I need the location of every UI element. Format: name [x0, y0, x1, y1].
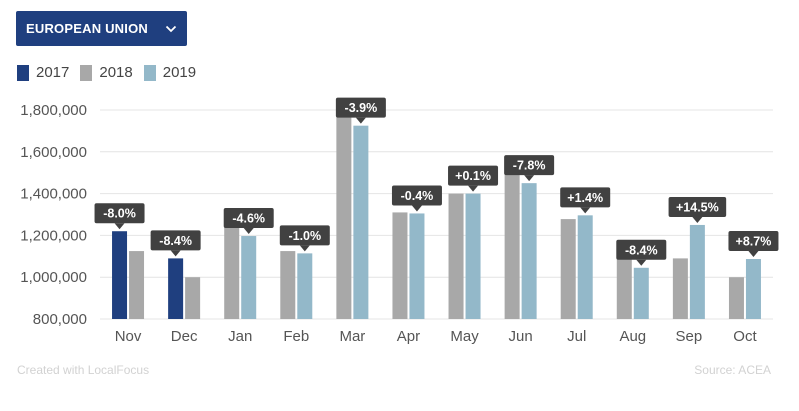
y-tick-label: 1,800,000	[20, 102, 87, 119]
change-label-box	[150, 230, 201, 251]
bar-2019-jan[interactable]	[241, 236, 257, 319]
x-tick-label: Apr	[397, 328, 420, 345]
change-label: +8.7%	[736, 235, 772, 249]
bar-2018-jan[interactable]	[224, 223, 240, 319]
change-label-pointer	[580, 207, 591, 214]
region-dropdown[interactable]: EUROPEAN UNION	[16, 11, 187, 46]
change-label-box	[448, 165, 499, 186]
change-label-box	[504, 155, 555, 176]
x-tick-label: Nov	[115, 328, 142, 345]
change-label-box	[335, 97, 386, 118]
bar-2018-may[interactable]	[448, 193, 464, 319]
change-label-box	[279, 225, 330, 246]
legend-swatch-2018	[80, 64, 93, 81]
bar-2018-aug[interactable]	[616, 247, 632, 319]
bar-2019-sep[interactable]	[689, 224, 705, 319]
x-tick-label: Feb	[283, 328, 309, 345]
change-label: -3.9%	[345, 101, 378, 115]
change-label: -1.0%	[288, 229, 321, 243]
legend-item-2019[interactable]: 2019	[143, 64, 197, 81]
change-label: -8.4%	[159, 234, 192, 248]
change-label: +0.1%	[455, 169, 491, 183]
legend-label-2017: 2017	[36, 64, 70, 81]
change-label: -8.0%	[103, 207, 136, 221]
x-tick-label: Dec	[171, 328, 198, 345]
bar-2018-nov[interactable]	[129, 251, 145, 319]
x-tick-label: Mar	[339, 328, 365, 345]
change-label-pointer	[299, 245, 310, 252]
change-label-box	[668, 196, 727, 217]
x-tick-label: Jul	[567, 328, 586, 345]
bar-2018-sep[interactable]	[672, 258, 688, 319]
change-label-pointer	[243, 228, 254, 235]
change-label: -7.8%	[513, 159, 546, 173]
bar-2019-feb[interactable]	[297, 253, 313, 319]
legend-swatch-2019	[143, 64, 156, 81]
change-label-pointer	[411, 205, 422, 212]
change-label-pointer	[692, 216, 703, 223]
change-label: +1.4%	[567, 191, 603, 205]
footer-credit[interactable]: Created with LocalFocus	[17, 363, 150, 377]
legend-label-2018: 2018	[99, 64, 133, 81]
change-label-pointer	[170, 250, 181, 257]
change-label-box	[616, 239, 667, 260]
bar-2019-jun[interactable]	[521, 183, 537, 319]
y-tick-label: 800,000	[33, 311, 87, 328]
change-label-box	[223, 208, 274, 229]
x-tick-label: Jun	[509, 328, 533, 345]
bar-2018-oct[interactable]	[728, 277, 744, 319]
bar-2017-dec[interactable]	[168, 258, 184, 319]
y-tick-label: 1,600,000	[20, 144, 87, 161]
bar-2018-jul[interactable]	[560, 219, 576, 319]
change-label-box	[560, 187, 611, 208]
x-tick-label: Oct	[733, 328, 757, 345]
y-tick-label: 1,400,000	[20, 186, 87, 203]
legend-item-2017[interactable]: 2017	[17, 64, 69, 81]
change-label-pointer	[636, 259, 647, 266]
change-label-box	[94, 203, 145, 224]
legend-label-2019: 2019	[162, 64, 197, 81]
x-tick-label: Aug	[619, 328, 646, 345]
bar-2018-jun[interactable]	[504, 158, 520, 319]
bar-2018-feb[interactable]	[280, 251, 296, 319]
legend-item-2018[interactable]: 2018	[80, 64, 133, 81]
x-tick-label: Jan	[228, 328, 252, 345]
change-label-pointer	[748, 251, 759, 258]
change-label-pointer	[114, 223, 125, 230]
chevron-down-icon	[165, 25, 177, 32]
change-label-pointer	[355, 117, 366, 124]
bar-2019-may[interactable]	[465, 193, 481, 319]
bar-2019-mar[interactable]	[353, 125, 369, 319]
bar-2019-oct[interactable]	[745, 259, 761, 319]
bar-2019-aug[interactable]	[633, 267, 649, 319]
change-label-box	[391, 185, 442, 206]
change-label-box	[728, 231, 779, 252]
change-label: +14.5%	[676, 200, 719, 214]
bar-2019-jul[interactable]	[577, 215, 593, 319]
chart-legend: 2017 2018 2019	[17, 64, 207, 81]
y-tick-label: 1,200,000	[20, 227, 87, 244]
bar-2018-apr[interactable]	[392, 212, 408, 319]
y-tick-label: 1,000,000	[20, 269, 87, 286]
bar-2019-apr[interactable]	[409, 213, 425, 319]
bar-2018-dec[interactable]	[185, 277, 201, 319]
legend-swatch-2017	[17, 64, 29, 81]
change-label: -0.4%	[401, 189, 434, 203]
change-label: -4.6%	[232, 212, 265, 226]
change-label-pointer	[524, 175, 535, 182]
bar-2018-mar[interactable]	[336, 111, 352, 319]
footer-source: Source: ACEA	[694, 363, 771, 377]
x-tick-label: May	[450, 328, 479, 345]
bar-2017-nov[interactable]	[112, 231, 128, 319]
x-tick-label: Sep	[676, 328, 703, 345]
change-label-pointer	[468, 185, 479, 192]
change-label: -8.4%	[625, 243, 658, 257]
region-dropdown-label: EUROPEAN UNION	[26, 21, 148, 36]
